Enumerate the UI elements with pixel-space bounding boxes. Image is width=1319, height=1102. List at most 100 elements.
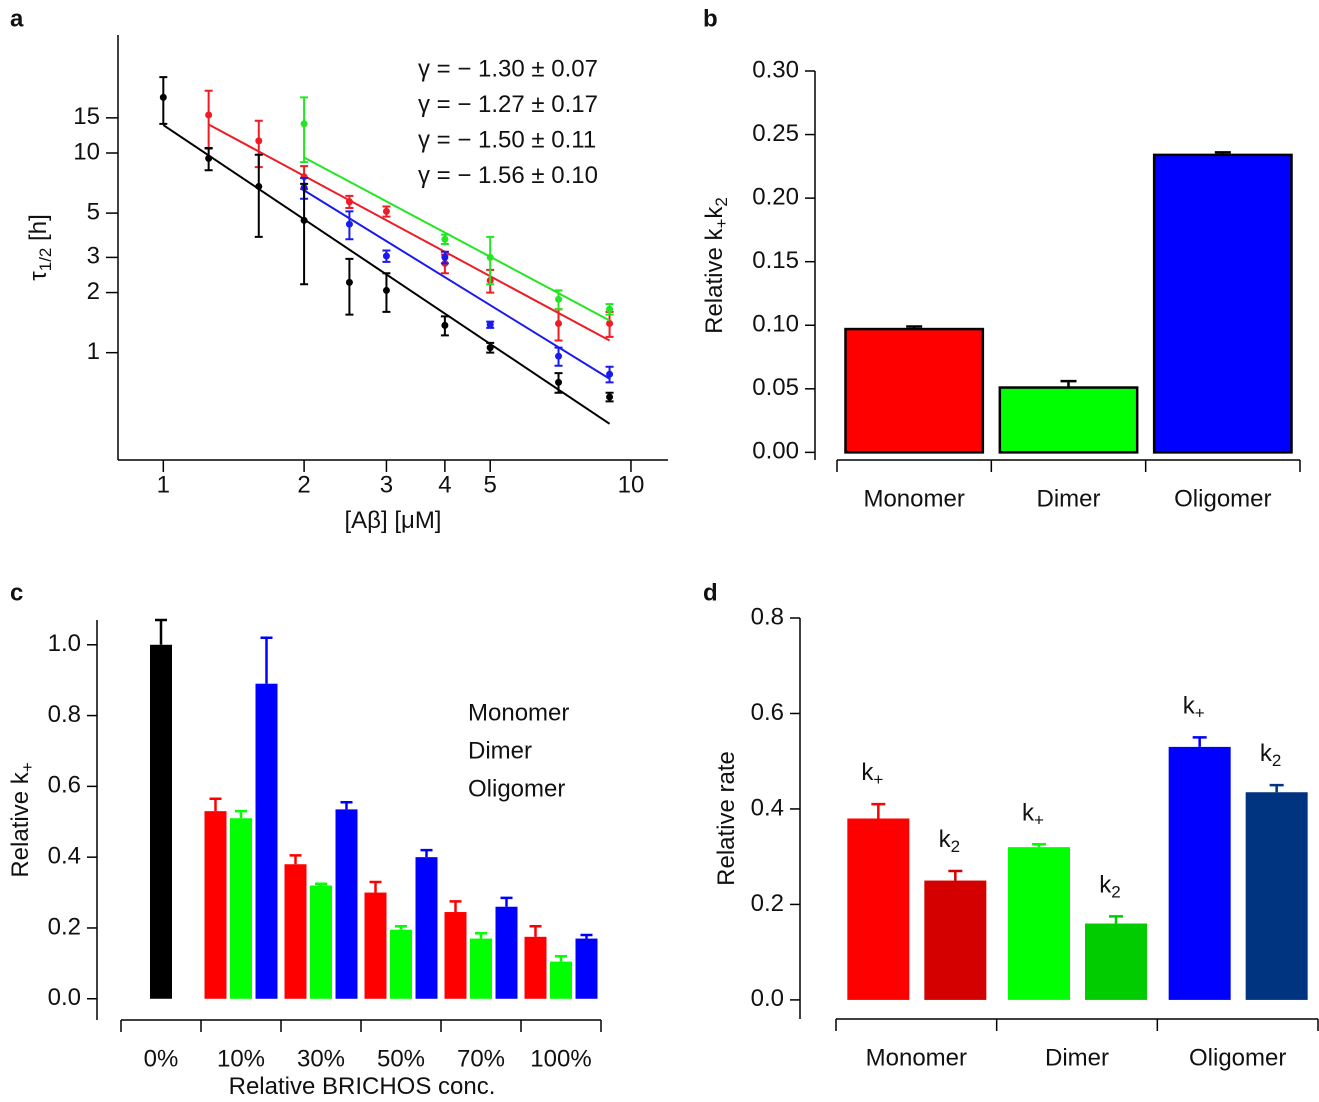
x-tick-label: Dimer: [1045, 1044, 1109, 1071]
bar: [1245, 792, 1308, 1000]
y-axis-label-part: [h]: [25, 214, 52, 247]
y-axis-label-part: k: [701, 206, 728, 219]
bar-label-part: +: [873, 771, 883, 790]
data-point: [441, 253, 449, 261]
error-bar: [300, 96, 309, 164]
bar-label-part: k: [861, 760, 874, 787]
bar-label-part: k: [1099, 872, 1112, 899]
error-bar: [260, 636, 273, 684]
bar: [524, 936, 547, 999]
bar: [255, 683, 278, 999]
y-tick-label: 0.05: [752, 374, 799, 401]
panel-letter: b: [703, 5, 718, 32]
y-tick-label: 15: [73, 103, 100, 130]
y-axis-label-part: Relative k: [701, 228, 728, 334]
bar-label-part: 2: [951, 837, 960, 856]
bar: [470, 938, 492, 999]
bar: [550, 961, 572, 999]
bar-label: k+: [1183, 693, 1205, 723]
x-tick-label: Dimer: [1037, 485, 1101, 512]
y-tick-label: 0.8: [751, 603, 784, 630]
bar: [847, 818, 910, 1000]
x-tick-label: 4: [438, 471, 451, 498]
data-point: [159, 93, 167, 101]
y-axis-label-part: 1/2: [36, 248, 55, 272]
legend-entry: Monomer: [468, 699, 569, 726]
error-bar: [369, 880, 382, 893]
bar: [1152, 153, 1293, 454]
error-bar: [1192, 736, 1207, 747]
y-tick-label: 0.25: [752, 120, 799, 147]
x-axis-label-part: [Aβ] [μM]: [345, 507, 442, 534]
bar-label: k2: [939, 826, 960, 856]
bar: [495, 906, 518, 999]
data-point: [555, 295, 563, 303]
error-bar: [871, 802, 886, 819]
bar-label-part: +: [1195, 704, 1205, 723]
x-tick-label: 1: [157, 471, 170, 498]
error-bar: [580, 933, 593, 939]
y-tick-label: 0.0: [48, 984, 81, 1011]
legend-entry: Dimer: [468, 737, 532, 764]
panel-letter: a: [10, 5, 24, 32]
error-bar: [204, 89, 213, 150]
data-point: [300, 216, 308, 224]
x-tick-label: Oligomer: [1189, 1044, 1286, 1071]
bar: [364, 892, 387, 999]
data-point: [486, 253, 494, 261]
error-bar: [475, 932, 487, 939]
error-bar: [395, 924, 407, 930]
x-tick-label: 50%: [377, 1045, 425, 1072]
error-bar: [340, 801, 353, 810]
error-bar: [420, 848, 433, 858]
bar: [310, 885, 332, 999]
fit-line: [208, 123, 611, 342]
legend-entry: γ = − 1.50 ± 0.11: [418, 126, 596, 153]
data-point: [606, 305, 614, 313]
data-point: [345, 278, 353, 286]
error-bar: [1032, 843, 1046, 848]
bar: [204, 811, 227, 999]
data-point: [606, 370, 614, 378]
bar-label-part: 2: [1111, 883, 1120, 902]
bar: [335, 809, 358, 999]
bar: [444, 912, 467, 999]
bar: [575, 938, 598, 999]
bar: [844, 327, 985, 454]
y-tick-label: 1.0: [48, 630, 81, 657]
y-tick-label: 0.30: [752, 56, 799, 83]
bar-label-part: k: [1183, 693, 1196, 720]
data-point: [382, 286, 390, 294]
bar: [1085, 923, 1147, 1000]
x-tick-label: 10: [618, 471, 645, 498]
x-axis-label: Relative BRICHOS conc.: [229, 1073, 496, 1100]
y-tick-label: 0.4: [48, 843, 81, 870]
bar: [284, 864, 307, 999]
y-tick-label: 5: [87, 198, 100, 225]
data-point: [255, 137, 263, 145]
bar-label: k2: [1099, 872, 1120, 902]
panel-letter: d: [703, 579, 718, 606]
legend-entry: γ = − 1.30 ± 0.07: [418, 55, 598, 82]
y-tick-label: 0.4: [751, 794, 784, 821]
data-point: [486, 344, 494, 352]
data-point: [555, 352, 563, 360]
y-tick-label: 1: [87, 338, 100, 365]
x-axis-label-part: Relative BRICHOS conc.: [229, 1073, 496, 1100]
bar: [924, 880, 987, 1000]
error-bar: [254, 153, 263, 238]
data-point: [606, 319, 614, 327]
data-point: [300, 120, 308, 128]
x-tick-label: 0%: [144, 1045, 179, 1072]
x-tick-label: 2: [297, 471, 310, 498]
y-tick-label: 3: [87, 243, 100, 270]
bar: [230, 818, 252, 999]
y-tick-label: 2: [87, 278, 100, 305]
error-bar: [315, 882, 327, 886]
data-point: [345, 198, 353, 206]
error-bar: [300, 182, 309, 286]
y-axis-label-part: Relative k: [7, 771, 34, 877]
x-tick-label: 10%: [217, 1045, 265, 1072]
y-axis-label-part: 2: [712, 197, 731, 206]
y-tick-label: 0.00: [752, 438, 799, 465]
